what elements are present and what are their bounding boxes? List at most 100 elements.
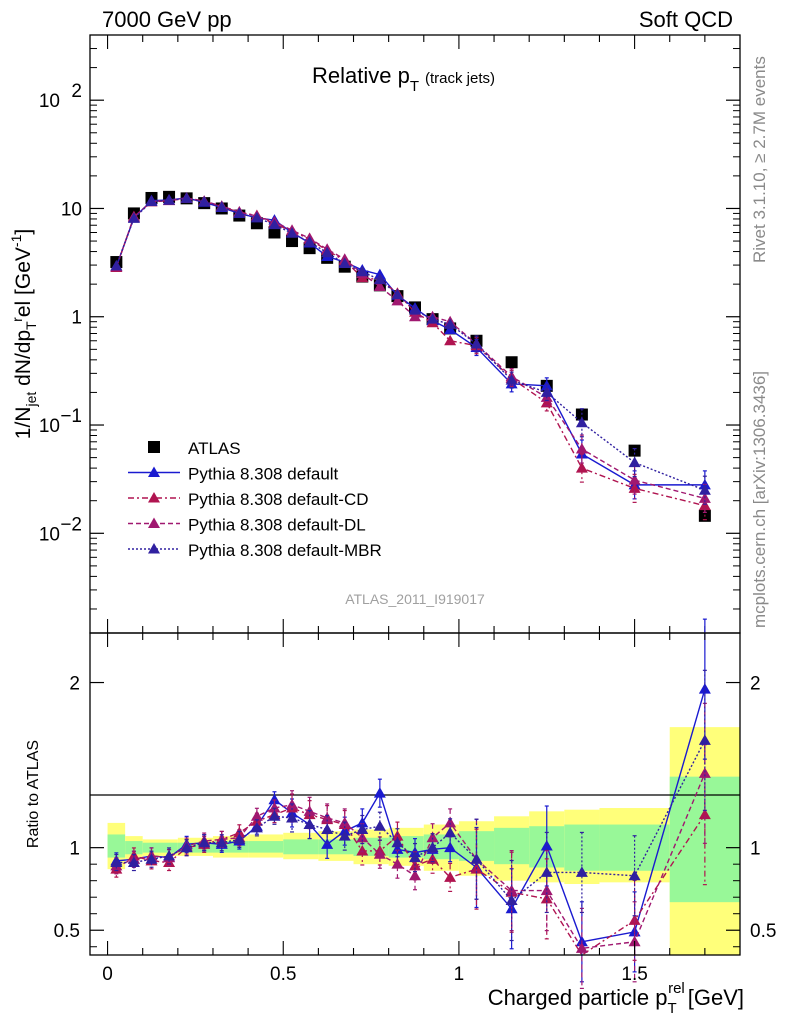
main-series-marker: [409, 304, 421, 315]
main-series-marker: [180, 192, 193, 203]
ratio-y-tick-label-right: 0.5: [750, 921, 776, 942]
ratio-plot-panel: 0.5 0.5 1 1 2 2 0 0.5 1 1.5 Ratio to ATLAS Charge…: [25, 618, 776, 1017]
ratio-series-marker: [268, 802, 281, 813]
main-series-marker: [505, 374, 518, 385]
main-series-marker: [540, 386, 553, 397]
main-series-marker: [470, 338, 483, 349]
main-series-marker: [250, 211, 263, 223]
main-series-marker: [233, 207, 246, 218]
ratio-series-marker: [163, 849, 176, 861]
legend-label: Pythia 8.308 default: [188, 465, 339, 484]
ratio-series-marker: [373, 787, 386, 798]
ratio-series-marker: [444, 826, 457, 838]
ratio-y-tick-label-right: 2: [750, 674, 761, 695]
ratio-stat-uncertainty-band: [177, 842, 213, 853]
ratio-series-marker: [575, 866, 588, 877]
main-y-tick-label: 10: [39, 524, 60, 545]
ratio-series-marker: [505, 894, 518, 906]
ratio-series-marker: [470, 853, 483, 864]
main-y-tick-exponent: 2: [71, 81, 82, 102]
ratio-series-marker: [426, 831, 439, 843]
ratio-series-line: [116, 773, 706, 950]
main-series-marker: [321, 246, 334, 258]
rivet-version-label: Rivet 3.1.10, ≥ 2.7M events: [750, 56, 769, 263]
ratio-series-marker: [628, 869, 641, 881]
mcplots-reference-label: mcplots.cern.ch [arXiv:1306.3436]: [750, 371, 769, 628]
ratio-y-tick-label: 0.5: [54, 921, 80, 942]
ratio-series-marker: [409, 869, 421, 881]
main-series-marker: [575, 462, 588, 473]
main-series-marker: [391, 294, 404, 306]
main-y-tick-label: 10: [39, 91, 60, 112]
main-series-marker: [215, 201, 228, 212]
main-series-marker: [628, 456, 641, 468]
main-series-marker: [391, 288, 404, 300]
ratio-y-tick-label-right: 1: [750, 839, 761, 860]
ratio-series-marker: [444, 871, 457, 882]
main-y-tick-label: 1: [71, 308, 82, 329]
legend-item-4: Pythia 8.308 default-MBR: [128, 541, 382, 560]
ratio-series-3: [110, 669, 711, 942]
ratio-stat-uncertainty-band: [564, 824, 600, 871]
legend-item-1: Pythia 8.308 default: [128, 465, 339, 484]
ratio-series-marker: [356, 823, 369, 835]
main-series-marker: [127, 212, 140, 223]
ratio-stat-uncertainty-band: [212, 841, 249, 853]
legend-label: Pythia 8.308 default-DL: [188, 516, 366, 535]
ratio-series-marker: [233, 833, 246, 844]
ratio-series-marker: [575, 942, 588, 953]
main-y-tick-label: 10: [39, 416, 60, 437]
chart-title: Relative pT (track jets): [312, 63, 495, 95]
main-series-layer: [110, 190, 711, 522]
ratio-stat-uncertainty-band: [107, 834, 126, 858]
ratio-series-marker: [698, 683, 711, 694]
atlas-data-point: [505, 356, 518, 369]
ratio-series-marker: [338, 830, 351, 841]
main-series-marker: [373, 280, 386, 292]
ratio-series-line: [115, 807, 706, 956]
atlas-data-point: [286, 235, 299, 248]
main-series-marker: [444, 334, 457, 346]
ratio-stat-uncertainty-band: [248, 841, 284, 853]
ratio-series-marker: [698, 808, 711, 820]
main-series-marker: [628, 474, 641, 485]
ratio-series-marker: [426, 841, 439, 853]
main-series-marker: [698, 484, 711, 495]
ratio-series-marker: [286, 811, 299, 823]
svg-text:1/Njet dN/dpTrel [GeV-1]: 1/Njet dN/dpTrel [GeV-1]: [8, 229, 39, 439]
ratio-series-marker: [391, 858, 404, 869]
main-series-marker: [338, 257, 351, 269]
ratio-series-marker: [373, 820, 386, 831]
ratio-plot-frame: [89, 632, 741, 956]
main-series-marker: [110, 259, 123, 271]
legend-marker-square: [148, 441, 160, 453]
ratio-axis-ticks: 0.5 0.5 1 1 2 2 0 0.5 1 1.5: [54, 633, 776, 985]
ratio-series-marker: [250, 821, 263, 833]
main-series-line: [115, 197, 706, 507]
legend: ATLAS Pythia 8.308 default Pythia 8.308 de…: [128, 439, 382, 560]
ratio-series-line: [116, 740, 706, 902]
ratio-y-axis-label: Ratio to ATLAS: [25, 740, 42, 848]
ratio-series-marker: [373, 848, 386, 859]
legend-item-3: Pythia 8.308 default-DL: [128, 516, 366, 535]
x-tick-label: 1: [454, 964, 465, 985]
ratio-series-marker: [409, 851, 421, 863]
ratio-stat-uncertainty-band: [599, 824, 670, 871]
main-y-axis-label: 1/Njet dN/dpTrel [GeV-1]: [8, 229, 39, 439]
main-series-marker: [303, 236, 316, 247]
ratio-series-marker: [540, 866, 553, 877]
ratio-series-marker: [268, 793, 281, 805]
ratio-series-marker: [110, 856, 123, 868]
analysis-id-label: ATLAS_2011_I919017: [345, 591, 485, 607]
legend-label: ATLAS: [188, 439, 241, 458]
ratio-stat-uncertainty-band: [283, 839, 319, 855]
main-series-marker: [286, 227, 299, 238]
main-y-tick-exponent: −1: [60, 406, 82, 427]
ratio-series-marker: [698, 734, 711, 745]
ratio-series-marker: [180, 841, 193, 853]
atlas-data-point: [628, 444, 641, 457]
main-series-4: [110, 192, 711, 505]
x-axis-label: Charged particle pTrel [GeV]: [488, 980, 744, 1017]
header-collision-label: 7000 GeV pp: [102, 7, 232, 32]
